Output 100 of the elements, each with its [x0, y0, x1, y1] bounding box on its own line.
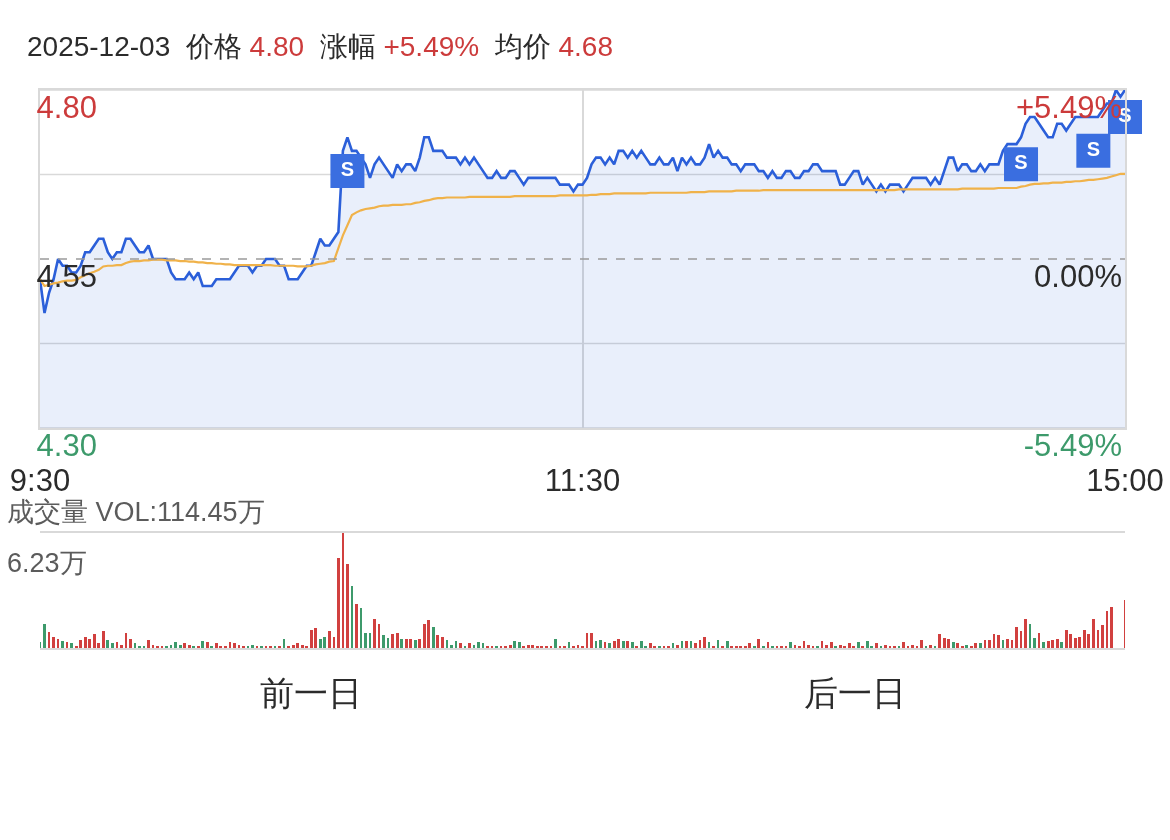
bar — [111, 643, 114, 648]
data-label: S — [1014, 151, 1028, 174]
bar — [93, 634, 96, 648]
bar — [233, 643, 236, 648]
bar — [482, 643, 484, 648]
bar — [450, 645, 453, 648]
x-tick-label: 11:30 — [544, 462, 621, 498]
bar — [685, 641, 688, 648]
y2-tick-label: -5.49% — [1023, 427, 1122, 463]
bar — [884, 645, 887, 648]
bar — [848, 643, 851, 648]
bar — [477, 642, 480, 648]
bar — [690, 641, 692, 648]
bar — [807, 645, 810, 648]
bar — [432, 627, 435, 648]
bar — [631, 642, 634, 648]
bar — [1065, 630, 1068, 648]
bar — [577, 645, 579, 648]
bar — [346, 564, 349, 648]
bar — [1011, 640, 1013, 648]
bar — [875, 643, 878, 648]
bar — [378, 624, 380, 648]
bar — [355, 604, 358, 648]
y-tick-label: 4.30 — [36, 427, 97, 463]
bar — [952, 642, 955, 648]
bar — [229, 642, 231, 648]
bar — [1110, 607, 1113, 648]
bar — [120, 645, 123, 648]
bar — [301, 645, 304, 648]
bar — [1106, 611, 1108, 648]
bar — [513, 641, 516, 648]
bar — [839, 645, 842, 648]
bar — [360, 608, 362, 648]
bar — [292, 645, 295, 648]
bar — [979, 643, 982, 648]
bar — [586, 633, 588, 648]
bar — [183, 643, 186, 648]
bar — [134, 643, 136, 648]
bar — [1092, 619, 1095, 648]
bar — [436, 635, 439, 648]
bar — [405, 639, 408, 648]
bar — [902, 642, 905, 648]
bar — [554, 639, 557, 648]
bar — [920, 640, 923, 648]
bar — [283, 639, 285, 648]
bar — [1038, 633, 1040, 648]
bar — [52, 637, 55, 648]
bar — [382, 635, 385, 648]
bar — [830, 642, 833, 648]
bar — [152, 645, 154, 648]
bar — [617, 639, 620, 648]
bar — [857, 642, 860, 648]
bar — [613, 641, 616, 648]
bar — [676, 645, 679, 648]
bar — [590, 633, 593, 648]
bar — [373, 619, 376, 648]
bar — [974, 643, 977, 648]
bar — [943, 638, 946, 648]
bar — [531, 645, 534, 648]
bar — [911, 645, 914, 648]
bar — [1097, 630, 1099, 648]
bar — [423, 624, 426, 648]
bar — [649, 643, 652, 648]
bar — [414, 640, 417, 648]
bar — [726, 641, 729, 648]
bar — [418, 639, 421, 648]
bar — [238, 645, 240, 648]
bar — [251, 645, 254, 648]
data-label: S — [1086, 137, 1101, 160]
bar — [391, 634, 394, 648]
bar — [622, 641, 625, 648]
bar — [387, 638, 389, 648]
data-label: S — [340, 158, 355, 181]
bar — [1042, 642, 1045, 648]
bar — [608, 643, 611, 648]
bar — [997, 635, 1000, 648]
chart-title: 2025-12-03 价格 4.80 涨幅 +5.49% 均价 4.68 — [27, 31, 614, 62]
bar — [866, 641, 869, 648]
bar — [568, 642, 570, 648]
bar — [319, 639, 322, 648]
bar — [757, 639, 760, 648]
bar — [351, 586, 353, 648]
bar — [1074, 638, 1077, 648]
bar — [965, 645, 968, 648]
bar — [1024, 619, 1027, 648]
bar — [1056, 639, 1059, 648]
bar — [703, 637, 706, 648]
bar — [595, 641, 597, 648]
bar — [70, 643, 73, 648]
bar — [48, 632, 50, 648]
x-tick-label: 9:30 — [9, 462, 71, 498]
bar — [1020, 631, 1022, 648]
bar — [342, 533, 344, 648]
bar — [468, 643, 471, 648]
bar — [1006, 639, 1009, 648]
bar — [116, 642, 118, 648]
bar — [215, 643, 218, 648]
bar — [527, 645, 530, 648]
chart-title: 成交量 VOL:114.45万 — [7, 497, 265, 527]
bar — [984, 640, 986, 648]
